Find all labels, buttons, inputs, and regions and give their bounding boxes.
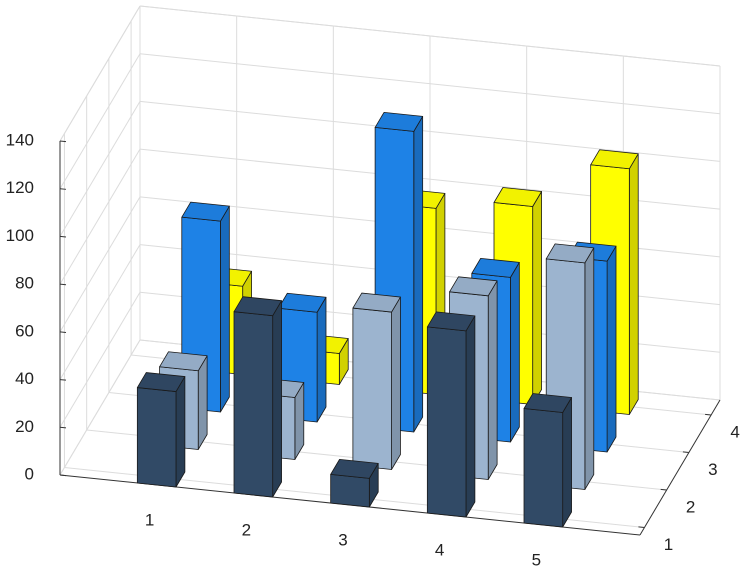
bar-top — [233, 296, 282, 317]
grid-line — [59, 101, 141, 237]
z-tick — [59, 426, 67, 429]
z-tick — [59, 188, 67, 190]
x-tick-label: 3 — [338, 530, 347, 549]
bar-right — [584, 247, 595, 490]
grid-line — [59, 244, 141, 380]
z-tick — [59, 140, 67, 143]
bar — [233, 296, 282, 498]
box-edge — [59, 5, 141, 142]
y-axis — [639, 399, 721, 536]
bar — [330, 458, 379, 508]
bar-front — [523, 408, 564, 528]
bar-front — [330, 473, 370, 508]
y-tick-label: 2 — [686, 497, 695, 516]
y-tick-label: 3 — [708, 460, 717, 479]
z-tick-label: 20 — [15, 417, 34, 436]
z-tick — [59, 474, 67, 477]
x-tick-label: 1 — [145, 510, 154, 529]
bar — [278, 292, 327, 423]
bar-right — [175, 376, 186, 488]
bar-top — [374, 112, 424, 132]
bar-right — [487, 280, 498, 480]
z-tick — [59, 283, 67, 286]
bar-right — [628, 153, 639, 415]
bar — [426, 311, 476, 518]
grid-line — [59, 53, 141, 189]
y-tick — [660, 488, 667, 491]
box-edge — [139, 5, 721, 67]
bar-right — [606, 245, 617, 453]
z-tick-label: 100 — [6, 226, 34, 245]
bar-right — [391, 296, 401, 470]
box-edge — [59, 339, 141, 476]
bar-top — [330, 458, 379, 479]
bar-top — [352, 292, 401, 313]
y-tick — [705, 413, 712, 416]
bar-right — [465, 315, 476, 518]
y-tick-label: 4 — [730, 422, 739, 441]
x-tick-label: 2 — [242, 520, 251, 539]
bar-top — [426, 311, 476, 332]
grid-line — [59, 148, 141, 285]
bar-front — [136, 387, 177, 488]
bar-right — [316, 296, 327, 423]
bar-top — [590, 149, 639, 170]
bar-right — [510, 261, 520, 443]
bar-top — [523, 393, 572, 413]
bar-right — [562, 397, 572, 528]
z-tick — [59, 379, 67, 381]
bar-right — [272, 300, 282, 498]
z-tick-label: 120 — [6, 178, 34, 197]
z-tick — [59, 331, 67, 333]
y-tick — [682, 451, 689, 453]
bar-front — [233, 311, 274, 498]
z-tick-label: 140 — [6, 130, 34, 149]
bar-top — [545, 243, 595, 264]
bar-right — [220, 205, 230, 413]
y-tick-label: 1 — [664, 535, 673, 554]
bar-top — [136, 372, 186, 392]
grid-line — [59, 196, 141, 333]
bar-right — [413, 116, 424, 433]
bar-right — [197, 355, 208, 450]
x-tick-label: 5 — [532, 550, 541, 569]
bar-top — [181, 201, 230, 222]
z-tick-label: 40 — [15, 369, 34, 388]
z-tick-label: 80 — [15, 274, 34, 293]
z-tick-label: 0 — [25, 464, 34, 483]
bar — [136, 372, 186, 488]
z-tick — [59, 235, 67, 238]
bar-top — [449, 276, 498, 297]
bar-top — [159, 351, 208, 372]
grid-line — [59, 292, 141, 428]
bar-top — [471, 257, 520, 278]
bar — [523, 393, 572, 528]
z-tick-label: 60 — [15, 321, 34, 340]
bar-top — [278, 292, 327, 313]
bar-top — [493, 187, 542, 207]
bar — [352, 292, 401, 470]
y-tick — [638, 526, 645, 528]
bar-front — [352, 307, 392, 470]
bar-front — [426, 326, 467, 518]
bar-right — [532, 191, 542, 405]
x-tick-label: 4 — [435, 540, 444, 559]
